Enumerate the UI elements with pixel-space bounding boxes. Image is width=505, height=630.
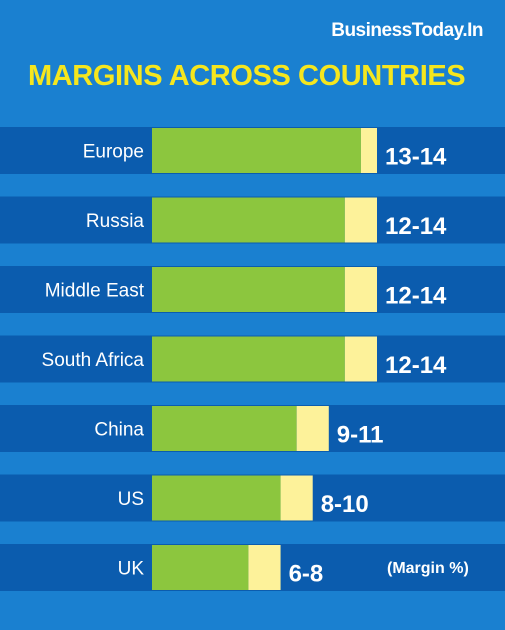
category-label: Middle East: [45, 281, 145, 302]
bar-range: [280, 475, 313, 521]
bar-range: [296, 406, 329, 451]
bar-range: [248, 545, 281, 590]
category-label: China: [94, 420, 144, 441]
bar-range: [344, 336, 377, 382]
value-label: 12-14: [385, 352, 447, 379]
category-label: Europe: [83, 142, 144, 163]
bar-low: [152, 197, 345, 243]
brand-logo: BusinessToday.In: [331, 20, 483, 41]
value-label: 13-14: [385, 144, 447, 171]
value-label: 9-11: [337, 422, 384, 449]
category-label: US: [118, 489, 144, 510]
value-label: 8-10: [321, 491, 369, 518]
bar-range: [344, 197, 377, 243]
category-label: UK: [118, 559, 145, 580]
value-label: 12-14: [385, 283, 447, 310]
bar-low: [152, 406, 297, 451]
bar-low: [152, 267, 345, 312]
category-label: South Africa: [42, 350, 145, 371]
bar-low: [152, 545, 249, 590]
unit-note: (Margin %): [387, 560, 469, 577]
value-label: 6-8: [289, 561, 324, 588]
bar-range: [360, 128, 377, 173]
chart-title: MARGINS ACROSS COUNTRIES: [28, 60, 466, 92]
category-label: Russia: [86, 211, 145, 232]
bar-low: [152, 128, 361, 173]
value-label: 12-14: [385, 213, 447, 240]
bar-low: [152, 475, 281, 521]
bar-low: [152, 336, 345, 382]
bar-range: [344, 267, 377, 312]
